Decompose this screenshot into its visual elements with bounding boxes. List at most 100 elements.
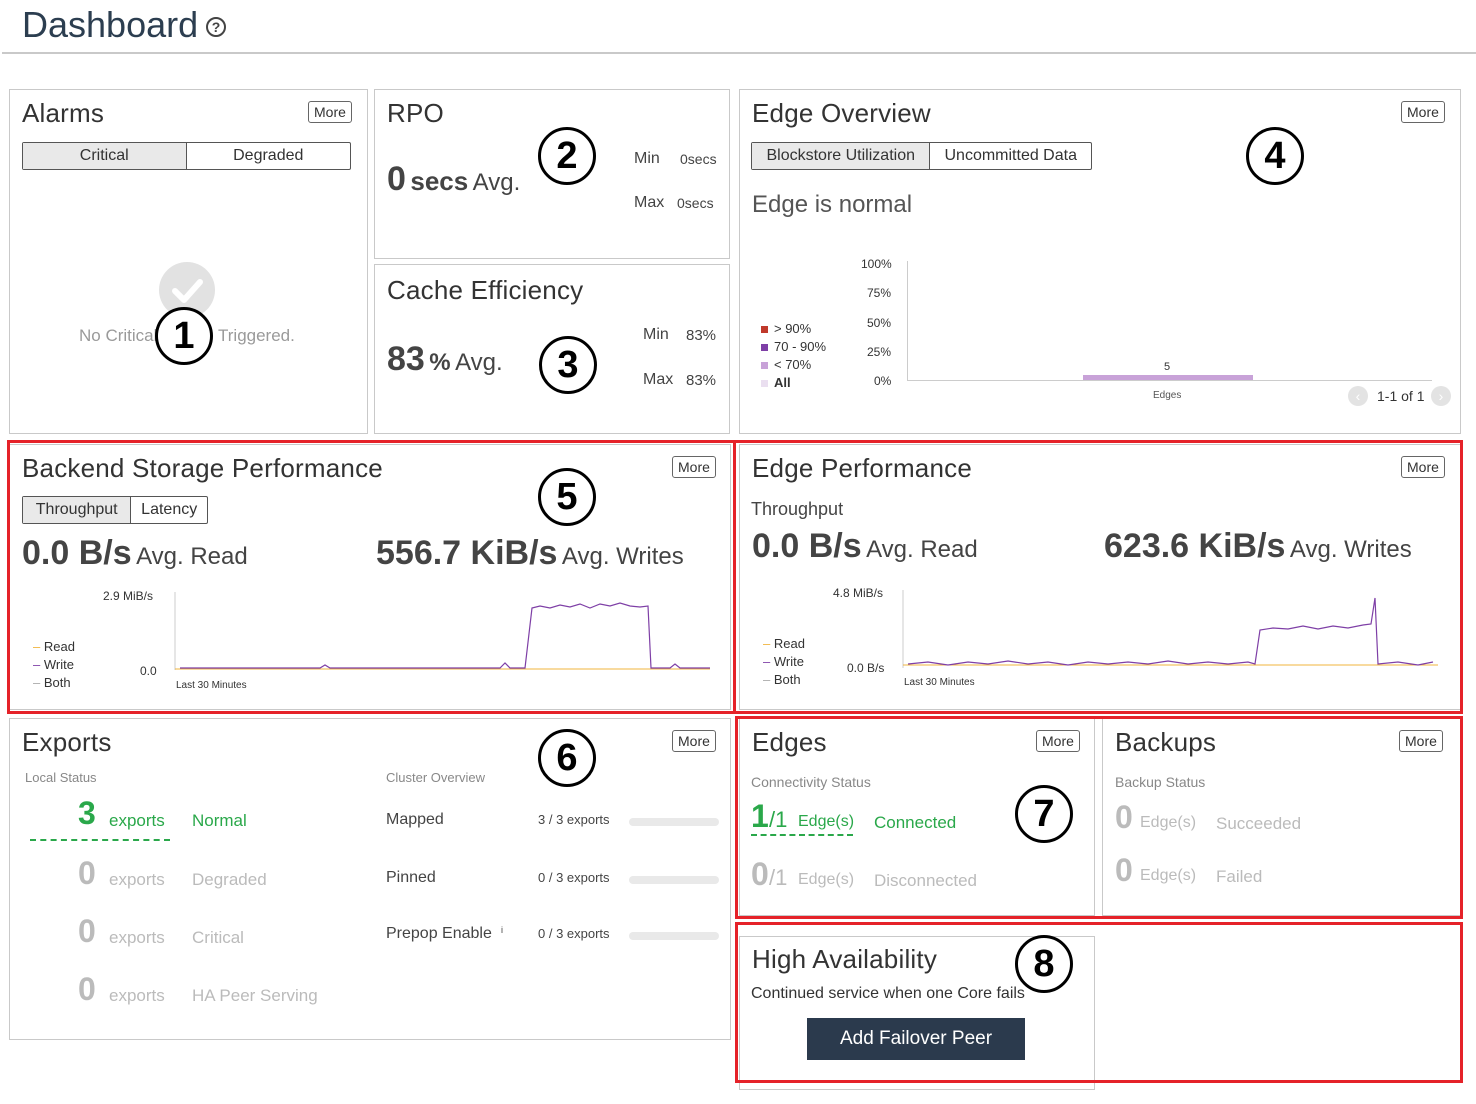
page-title: Dashboard bbox=[22, 4, 199, 45]
cache-min-label: Min bbox=[643, 326, 669, 343]
tab-critical[interactable]: Critical bbox=[23, 143, 186, 169]
edge-x-label: Last 30 Minutes bbox=[904, 677, 975, 688]
backup-unit: Edge(s) bbox=[1140, 814, 1197, 831]
edge-performance-title: Edge Performance bbox=[752, 453, 972, 483]
backend-read-label: Avg. Read bbox=[136, 543, 248, 570]
edge-throughput-chart bbox=[902, 590, 1438, 668]
help-icon[interactable]: ? bbox=[206, 17, 226, 37]
exports-title: Exports bbox=[22, 727, 112, 757]
edge-overview-tabs: Blockstore Utilization Uncommitted Data bbox=[751, 142, 1092, 170]
backend-write-average: 556.7 KiB/s Avg. Writes bbox=[376, 534, 684, 573]
cluster-overview-label: Cluster Overview bbox=[386, 770, 485, 785]
cluster-label-mapped: Mapped bbox=[386, 811, 444, 828]
edge-write-label: Avg. Writes bbox=[1289, 536, 1412, 563]
edge-overview-title: Edge Overview bbox=[752, 98, 931, 128]
exports-row-normal[interactable]: 3 exports bbox=[30, 795, 170, 841]
tab-uncommitted-data[interactable]: Uncommitted Data bbox=[929, 143, 1091, 169]
edge-total: /1 bbox=[769, 807, 788, 832]
alarms-more-button[interactable]: More bbox=[308, 101, 352, 123]
backend-y-max: 2.9 MiB/s bbox=[103, 589, 154, 603]
edge-read-value: 0.0 B/s bbox=[752, 527, 862, 565]
export-status-critical: Critical bbox=[192, 928, 244, 947]
rpo-avg-unit: secs bbox=[410, 166, 469, 196]
rpo-avg-value: 0 bbox=[387, 160, 406, 198]
edge-performance-more-button[interactable]: More bbox=[1401, 456, 1445, 478]
export-unit: exports bbox=[109, 928, 165, 947]
backup-unit: Edge(s) bbox=[1140, 867, 1197, 884]
export-status-ha-peer: HA Peer Serving bbox=[192, 986, 318, 1005]
edges-row-connected[interactable]: 1 /1 Edge(s) bbox=[751, 798, 855, 836]
export-status-normal: Normal bbox=[192, 811, 247, 830]
export-unit: exports bbox=[109, 986, 165, 1005]
backend-storage-title: Backend Storage Performance bbox=[22, 453, 383, 483]
backups-title: Backups bbox=[1115, 727, 1217, 757]
edge-count: 1 bbox=[751, 798, 769, 834]
highlight-box-divider bbox=[733, 440, 736, 714]
callout-7: 7 bbox=[1015, 785, 1073, 843]
backups-more-button[interactable]: More bbox=[1399, 730, 1443, 752]
backup-count: 0 bbox=[1115, 799, 1133, 835]
rpo-max-value: 0secs bbox=[677, 195, 714, 211]
y-tick: 0% bbox=[874, 374, 892, 388]
exports-more-button[interactable]: More bbox=[672, 730, 716, 752]
pinned-progress-bar bbox=[629, 876, 719, 884]
pager-prev-button[interactable]: ‹ bbox=[1348, 386, 1368, 406]
backup-status-label: Backup Status bbox=[1115, 774, 1206, 790]
edge-overview-bar bbox=[1083, 375, 1253, 380]
tab-latency[interactable]: Latency bbox=[130, 497, 207, 523]
rpo-min-label: Min bbox=[634, 150, 660, 167]
callout-8: 8 bbox=[1015, 935, 1073, 993]
rpo-avg-label: Avg. bbox=[472, 169, 521, 196]
export-count: 0 bbox=[78, 913, 96, 949]
edge-unit: Edge(s) bbox=[798, 871, 855, 888]
info-icon[interactable]: i bbox=[501, 925, 503, 935]
export-unit: exports bbox=[109, 870, 165, 889]
highlight-box-edges-backups bbox=[735, 716, 1463, 919]
backend-read-average: 0.0 B/s Avg. Read bbox=[22, 534, 248, 573]
edge-status-connected: Connected bbox=[874, 813, 957, 832]
edge-unit: Edge(s) bbox=[798, 813, 855, 830]
backend-write-label: Avg. Writes bbox=[561, 543, 684, 570]
backup-status-succeeded: Succeeded bbox=[1216, 814, 1302, 833]
backend-read-value: 0.0 B/s bbox=[22, 534, 132, 572]
legend-swatch bbox=[761, 362, 768, 369]
y-tick: 75% bbox=[867, 286, 892, 300]
legend-write: – Write bbox=[763, 654, 804, 669]
edges-more-button[interactable]: More bbox=[1036, 730, 1080, 752]
tab-degraded[interactable]: Degraded bbox=[185, 143, 351, 169]
alarms-empty-message-right: Triggered. bbox=[218, 326, 295, 345]
alarms-title: Alarms bbox=[22, 98, 105, 128]
edge-overview-more-button[interactable]: More bbox=[1401, 101, 1445, 123]
export-status-degraded: Degraded bbox=[192, 870, 267, 889]
pager-next-button[interactable]: › bbox=[1431, 386, 1451, 406]
edge-read-label: Avg. Read bbox=[866, 536, 978, 563]
high-availability-title: High Availability bbox=[752, 944, 938, 974]
legend-item: All bbox=[761, 375, 791, 390]
y-tick: 50% bbox=[867, 316, 892, 330]
edge-status-disconnected: Disconnected bbox=[874, 871, 978, 890]
legend-both: – Both bbox=[763, 672, 801, 687]
add-failover-peer-button[interactable]: Add Failover Peer bbox=[807, 1018, 1025, 1060]
edge-write-value: 623.6 KiB/s bbox=[1104, 527, 1286, 565]
cluster-value-prepop: 0 / 3 exports bbox=[538, 926, 610, 941]
cluster-value-pinned: 0 / 3 exports bbox=[538, 870, 610, 885]
export-unit: exports bbox=[109, 811, 165, 830]
edge-y-max: 4.8 MiB/s bbox=[833, 586, 884, 600]
exports-panel bbox=[9, 718, 731, 1040]
cache-max-value: 83% bbox=[686, 372, 717, 389]
tab-throughput[interactable]: Throughput bbox=[23, 497, 131, 523]
rpo-average: 0 secs Avg. bbox=[387, 160, 520, 199]
backend-write-value: 556.7 KiB/s bbox=[376, 534, 558, 572]
backend-tabs: Throughput Latency bbox=[22, 496, 208, 524]
rpo-max-label: Max bbox=[634, 194, 665, 211]
backend-more-button[interactable]: More bbox=[672, 456, 716, 478]
legend-item: < 70% bbox=[761, 357, 811, 372]
prepop-progress-bar bbox=[629, 932, 719, 940]
local-status-label: Local Status bbox=[25, 770, 97, 785]
rpo-min-value: 0secs bbox=[680, 151, 717, 167]
cluster-label-prepop: Prepop Enable bbox=[386, 925, 492, 942]
tab-blockstore-utilization[interactable]: Blockstore Utilization bbox=[752, 143, 930, 169]
backend-y-min: 0.0 bbox=[140, 664, 157, 678]
edges-title: Edges bbox=[752, 727, 827, 757]
cache-title: Cache Efficiency bbox=[387, 275, 584, 305]
